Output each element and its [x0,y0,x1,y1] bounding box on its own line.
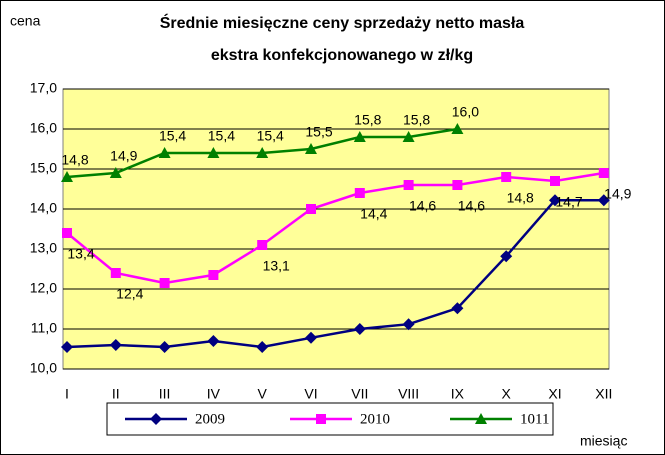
marker [403,180,414,190]
series-line [66,171,605,285]
x-tick-label: IX [451,386,465,402]
marker [207,335,220,347]
marker [500,250,513,263]
marker [501,172,512,182]
marker [354,188,365,198]
marker [402,131,415,142]
marker [316,414,326,424]
legend-label: 2010 [360,411,390,427]
marker [158,147,171,158]
data-label: 14,8 [61,152,88,168]
x-tick-label: II [112,386,120,402]
marker [306,204,316,214]
data-label: 15,4 [159,128,186,144]
data-label: 15,4 [208,128,235,144]
x-axis-label: miesiąc [580,433,627,449]
data-label: 14,9 [604,186,631,202]
data-label: 14,6 [458,198,485,214]
plot-area [62,88,610,370]
marker [150,413,162,425]
y-tick-label: 10,0 [30,360,57,376]
marker [597,194,610,207]
marker [402,318,415,331]
x-tick-label: X [502,386,512,402]
legend-label: 1011 [520,411,549,427]
marker [109,339,122,351]
marker [256,147,269,158]
marker [452,180,463,190]
marker [451,123,464,134]
marker [109,167,122,178]
marker [451,302,464,315]
chart-title: ekstra konfekcjonowanego w zł/kg [211,47,473,64]
y-tick-label: 11,0 [31,320,57,336]
marker [353,131,366,142]
y-tick-label: 17,0 [30,80,57,96]
y-tick-label: 13,0 [30,240,57,256]
marker [207,147,220,158]
y-tick-label: 12,0 [30,280,57,296]
x-tick-label: XI [548,386,561,402]
marker [256,341,269,353]
y-axis-label: cena [10,13,41,29]
marker [353,323,366,335]
data-label: 13,4 [67,246,94,262]
data-label: 14,4 [360,206,387,222]
data-label: 15,8 [403,112,430,128]
y-tick-label: 14,0 [30,200,57,216]
marker [257,240,268,250]
x-tick-label: V [258,386,268,402]
data-label: 15,4 [257,128,284,144]
y-tick-label: 16,0 [30,120,57,136]
series-line [66,198,604,349]
chart-title: Średnie miesięczne ceny sprzedaży netto … [160,13,525,32]
marker [62,228,72,238]
marker [158,341,171,353]
data-label: 14,8 [507,190,534,206]
marker [61,341,73,353]
data-label: 14,6 [409,198,436,214]
y-tick-label: 15,0 [30,160,57,176]
x-tick-label: VII [351,386,368,402]
data-label: 15,5 [305,124,332,140]
marker [208,270,219,280]
marker [549,194,561,207]
data-label: 14,7 [555,194,582,210]
marker [305,331,317,344]
legend-label: 2009 [195,411,225,427]
marker [305,143,317,154]
marker [159,278,170,288]
x-tick-label: I [65,386,69,402]
x-tick-label: III [159,386,171,402]
marker [110,268,121,278]
marker [61,171,73,182]
data-label: 15,8 [354,112,381,128]
marker [598,168,609,178]
data-label: 14,9 [110,148,137,164]
x-tick-label: VI [304,386,317,402]
marker [550,176,560,186]
x-tick-label: IV [207,386,221,402]
x-tick-label: VIII [398,386,419,402]
x-tick-label: XII [595,386,612,402]
data-label: 12,4 [116,286,143,302]
marker [475,413,487,424]
data-label: 13,1 [263,258,290,274]
data-label: 16,0 [452,104,479,120]
